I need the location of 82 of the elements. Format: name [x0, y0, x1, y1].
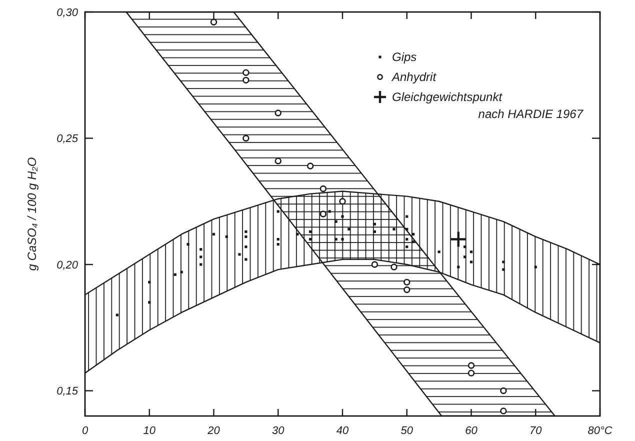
point [373, 222, 376, 226]
point [116, 314, 118, 316]
x-tick-label: 10 [143, 425, 156, 437]
point [186, 243, 190, 246]
point [339, 198, 346, 205]
y-tick-label: 0,15 [56, 386, 79, 398]
point [210, 18, 218, 26]
legend-label: Gleichgewichtspunkt nach HARDIE 1967 [392, 90, 584, 122]
point [406, 215, 408, 218]
point [406, 238, 408, 241]
point [334, 220, 338, 223]
point [464, 256, 466, 258]
point [341, 238, 344, 241]
y-axis-title: g CaSO₄ / 100 g H₂O [25, 157, 39, 271]
point [244, 246, 248, 248]
point [334, 238, 338, 241]
point [276, 238, 280, 241]
point [320, 185, 327, 192]
point [180, 270, 183, 274]
x-tick-label: 30 [272, 425, 286, 437]
point [200, 263, 202, 266]
x-tick-label: 40 [336, 425, 350, 437]
point [404, 278, 410, 286]
legend-label: Anhydrit [391, 70, 437, 84]
y-tick-label: 0,30 [56, 6, 79, 19]
point [412, 232, 415, 236]
point [468, 370, 475, 376]
point [406, 246, 408, 248]
point [276, 210, 280, 213]
point [500, 387, 507, 394]
legend-label: Gips [392, 50, 417, 64]
x-tick-label: 50 [400, 425, 414, 437]
point [470, 250, 473, 254]
point [468, 362, 475, 369]
x-tick-label: 70 [530, 425, 543, 437]
point [500, 408, 507, 414]
y-tick-label: 0,20 [56, 259, 79, 272]
point [244, 235, 248, 238]
point [371, 261, 378, 268]
point [200, 248, 202, 251]
point [296, 232, 299, 236]
point [406, 228, 408, 230]
point [309, 238, 312, 241]
point [502, 260, 505, 264]
point [392, 228, 396, 230]
point [212, 232, 216, 236]
point [320, 210, 327, 218]
x-tick-label: 80°C [588, 425, 612, 437]
point [274, 158, 282, 164]
x-tick-label: 20 [206, 425, 221, 437]
x-tick-label: 60 [465, 425, 478, 437]
x-tick-label: 0 [82, 425, 89, 437]
point [242, 134, 250, 142]
point [438, 250, 440, 254]
point [412, 240, 415, 244]
point [244, 258, 248, 261]
point [276, 243, 280, 246]
point [174, 273, 176, 276]
point [328, 210, 331, 213]
y-tick-label: 0,25 [56, 133, 79, 146]
point [274, 110, 282, 116]
point [502, 268, 505, 271]
point [200, 256, 202, 258]
point [470, 260, 473, 264]
point [242, 69, 250, 76]
point [244, 230, 248, 233]
point [373, 230, 376, 233]
point [242, 76, 250, 84]
point [148, 301, 151, 304]
point [341, 215, 344, 218]
point [238, 253, 241, 256]
point [306, 162, 314, 170]
point [464, 246, 466, 248]
point [534, 266, 537, 268]
point [390, 264, 398, 270]
point [457, 266, 460, 268]
point [348, 228, 350, 230]
point [225, 235, 228, 238]
point [450, 230, 467, 248]
point [404, 286, 410, 294]
point [309, 230, 312, 233]
point [148, 280, 151, 284]
